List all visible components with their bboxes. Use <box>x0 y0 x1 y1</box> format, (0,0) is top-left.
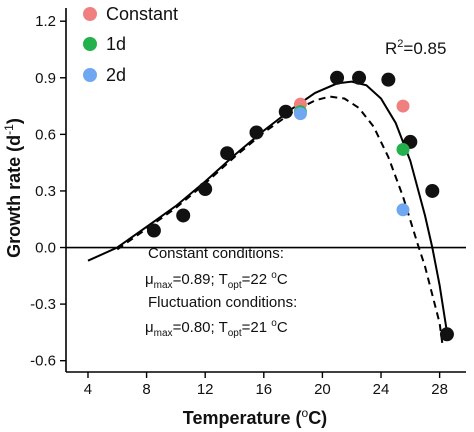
y-tick-label: -0.6 <box>30 353 56 370</box>
legend-label-1d: 1d <box>106 34 126 54</box>
data-point-constant <box>352 70 367 85</box>
data-point-constant <box>381 72 396 87</box>
x-tick-label: 28 <box>431 381 448 398</box>
constant-conditions-title: Constant conditions: <box>148 245 284 262</box>
y-tick-label: 0.9 <box>35 70 56 87</box>
data-point-1d <box>396 142 410 156</box>
data-point-constant <box>198 182 213 197</box>
x-tick-label: 4 <box>84 381 92 398</box>
data-points <box>146 70 454 342</box>
legend: Constant 1d 2d <box>83 4 178 85</box>
legend-marker-2d <box>83 68 97 82</box>
data-point-constant <box>249 125 264 140</box>
fluctuation-conditions-params: μmax=0.80; Topt=21 oC <box>145 318 288 339</box>
legend-label-2d: 2d <box>106 65 126 85</box>
y-tick-label: 0.0 <box>35 240 56 257</box>
legend-marker-1d <box>83 37 97 51</box>
data-point-constant <box>396 99 410 113</box>
data-point-constant <box>176 208 191 223</box>
parameter-annotations: Constant conditions: μmax=0.89; Topt=22 … <box>145 245 297 339</box>
data-point-2d <box>293 107 307 121</box>
fluctuation-conditions-title: Fluctuation conditions: <box>148 294 297 311</box>
data-point-constant <box>146 223 161 238</box>
x-tick-label: 20 <box>314 381 331 398</box>
data-point-constant <box>330 70 345 85</box>
y-axis-title: Growth rate (d-1) <box>2 118 24 258</box>
x-tick-label: 12 <box>197 381 214 398</box>
r-squared-label: R2=0.85 <box>385 38 446 58</box>
x-tick-label: 8 <box>142 381 150 398</box>
legend-marker-constant <box>83 7 97 21</box>
y-tick-label: -0.3 <box>30 296 56 313</box>
data-point-constant <box>425 183 440 198</box>
y-tick-label: 0.6 <box>35 126 56 143</box>
data-point-constant <box>278 104 293 119</box>
constant-conditions-params: μmax=0.89; Topt=22 oC <box>145 270 288 291</box>
y-tick-label: 0.3 <box>35 183 56 200</box>
data-point-constant <box>439 327 454 342</box>
y-tick-label: 1.2 <box>35 13 56 30</box>
data-point-2d <box>396 203 410 217</box>
x-axis-title: Temperature (oC) <box>183 406 327 428</box>
legend-label-constant: Constant <box>106 4 178 24</box>
x-tick-label: 16 <box>255 381 272 398</box>
data-point-constant <box>220 146 235 161</box>
axes-layer: 4 8 12 16 20 24 28 -0.6 -0.3 0.0 0.3 0.6 0.9 1.2 <box>30 8 466 398</box>
x-tick-label: 24 <box>373 381 390 398</box>
